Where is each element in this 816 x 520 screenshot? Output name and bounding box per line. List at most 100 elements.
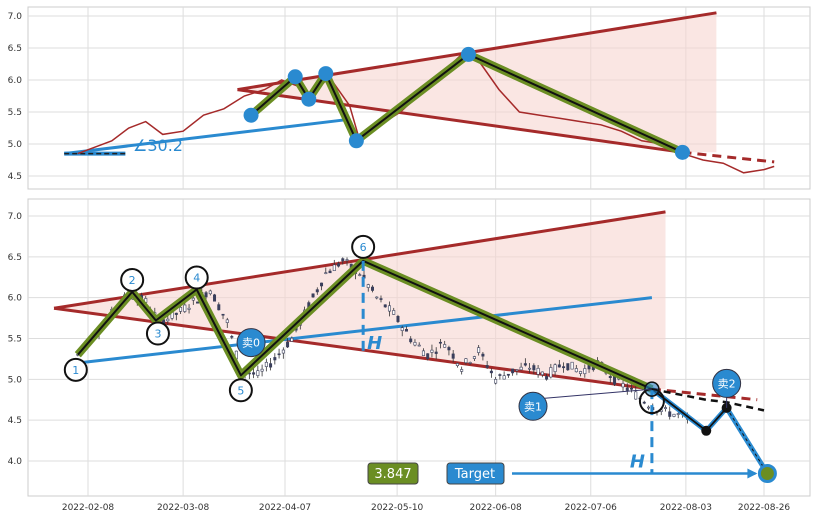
y-tick-label: 7.0 bbox=[8, 12, 23, 22]
candle-body bbox=[447, 347, 451, 351]
y-tick-label: 6.0 bbox=[8, 76, 23, 86]
pivot-dot bbox=[674, 144, 690, 160]
candle-body bbox=[672, 413, 676, 417]
candle-body bbox=[166, 318, 170, 322]
x-tick-label: 2022-08-26 bbox=[738, 503, 791, 513]
candle-body bbox=[324, 272, 328, 274]
candle-body bbox=[430, 349, 434, 353]
candle-body bbox=[290, 337, 294, 342]
candle-body bbox=[179, 306, 183, 312]
candle-body bbox=[562, 366, 566, 369]
y-tick-label: 5.0 bbox=[8, 375, 23, 385]
candle-body bbox=[264, 361, 268, 367]
signal-label: 卖2 bbox=[718, 377, 736, 390]
candle-body bbox=[375, 296, 379, 299]
y-tick-label: 6.0 bbox=[8, 294, 23, 304]
candle-body bbox=[553, 364, 557, 372]
candle-body bbox=[421, 350, 425, 356]
signal-bubble bbox=[518, 391, 548, 421]
candle-body bbox=[332, 264, 336, 271]
target-value-text: 3.847 bbox=[374, 467, 411, 482]
candle-body bbox=[460, 369, 464, 372]
candle-body bbox=[549, 367, 553, 378]
candle-body bbox=[183, 304, 187, 312]
candle-body bbox=[472, 356, 476, 359]
candle-body bbox=[540, 371, 544, 376]
candle-body bbox=[523, 363, 527, 366]
candle-body bbox=[273, 357, 277, 361]
candle-body bbox=[557, 364, 561, 368]
candle-body bbox=[502, 375, 506, 380]
candle-body bbox=[489, 370, 493, 374]
y-tick-label: 6.5 bbox=[8, 253, 22, 263]
candle-body bbox=[468, 362, 472, 364]
candle-body bbox=[217, 304, 221, 311]
candle-body bbox=[485, 365, 489, 368]
candle-body bbox=[676, 413, 680, 415]
signal-bubble bbox=[236, 328, 266, 358]
x-tick-label: 2022-03-08 bbox=[157, 503, 210, 513]
y-tick-label: 7.0 bbox=[8, 212, 23, 222]
candle-body bbox=[438, 341, 442, 344]
bottom-panel-layer: H H 1 2 3 4 5 6 卖0 卖1 卖2 bbox=[53, 210, 777, 483]
candle-body bbox=[370, 286, 374, 291]
triangle-fill bbox=[54, 211, 666, 390]
pivot-marker bbox=[184, 265, 209, 290]
candle-body bbox=[230, 336, 234, 338]
candle-body bbox=[579, 371, 583, 374]
candle-body bbox=[532, 365, 536, 371]
pivot-label: 3 bbox=[154, 328, 161, 341]
candle-body bbox=[608, 376, 612, 379]
candle-body bbox=[443, 344, 447, 348]
candle-body bbox=[426, 353, 430, 360]
upper-trendline bbox=[237, 11, 717, 92]
y-tick-label: 5.5 bbox=[8, 108, 22, 118]
candle-body bbox=[498, 374, 502, 376]
candle-body bbox=[511, 368, 515, 374]
x-tick-label: 2022-04-07 bbox=[259, 503, 311, 513]
candle-body bbox=[286, 341, 290, 348]
candle-body bbox=[634, 391, 638, 400]
candle-body bbox=[383, 304, 387, 308]
x-tick-label: 2022-02-08 bbox=[62, 503, 115, 513]
candle-body bbox=[315, 289, 319, 293]
candle-body bbox=[528, 367, 532, 370]
candle-body bbox=[345, 259, 349, 261]
candle-body bbox=[625, 387, 629, 391]
candle-body bbox=[256, 370, 260, 376]
pivot-marker bbox=[120, 267, 145, 292]
candle-body bbox=[630, 387, 634, 390]
candle-body bbox=[477, 347, 481, 353]
support-line bbox=[64, 118, 347, 156]
candle-body bbox=[252, 372, 256, 375]
candle-body bbox=[494, 379, 498, 384]
x-tick-label: 2022-08-03 bbox=[660, 503, 712, 513]
candle-body bbox=[519, 366, 523, 371]
candle-body bbox=[663, 407, 667, 409]
candle-body bbox=[213, 294, 217, 302]
candle-body bbox=[358, 274, 362, 276]
candle-body bbox=[328, 270, 332, 274]
height-marker-label: H bbox=[367, 333, 382, 354]
candle-body bbox=[260, 368, 264, 372]
candle-body bbox=[277, 353, 281, 356]
candle-body bbox=[566, 363, 570, 371]
candle-body bbox=[481, 353, 485, 357]
candle-body bbox=[464, 358, 468, 364]
y-tick-label: 4.5 bbox=[8, 172, 22, 182]
candle-body bbox=[409, 338, 413, 343]
annotation-labels: ∠30.2 3.847 Target bbox=[133, 136, 505, 485]
candle-body bbox=[570, 361, 574, 370]
candle-body bbox=[451, 353, 455, 359]
target-dot bbox=[757, 463, 777, 483]
candle-body bbox=[583, 368, 587, 375]
breakout-projection bbox=[651, 387, 765, 412]
candle-body bbox=[208, 290, 212, 295]
trendline-extension bbox=[651, 387, 758, 402]
trade-path-dots bbox=[726, 407, 768, 474]
candle-body bbox=[281, 349, 285, 354]
candle-body bbox=[396, 316, 400, 322]
pivot-dot bbox=[287, 69, 303, 85]
candle-body bbox=[387, 305, 391, 312]
